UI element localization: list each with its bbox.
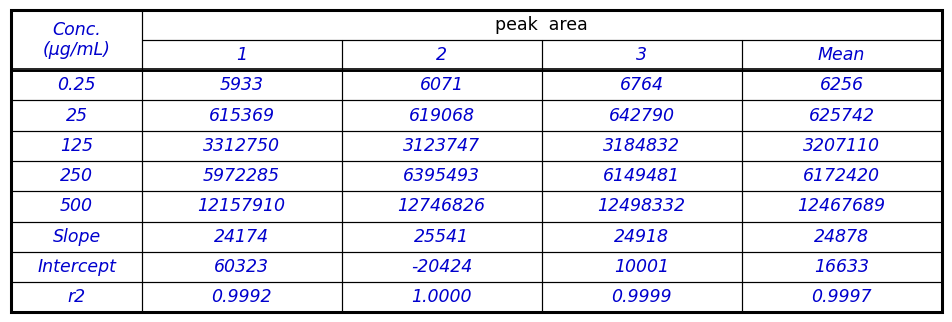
Text: 25: 25	[66, 107, 88, 125]
Bar	[11, 222, 142, 252]
Bar	[341, 131, 541, 161]
Text: 3: 3	[635, 46, 646, 64]
Text: 125: 125	[60, 137, 93, 155]
Bar	[741, 161, 941, 191]
Bar	[11, 191, 142, 222]
Bar	[11, 131, 142, 161]
Bar	[11, 10, 142, 70]
Bar	[541, 222, 741, 252]
Text: 1: 1	[236, 46, 247, 64]
Text: 619068: 619068	[408, 107, 474, 125]
Text: 60323: 60323	[214, 258, 268, 276]
Text: 24878: 24878	[813, 228, 868, 246]
Text: 6172420: 6172420	[803, 167, 879, 185]
Bar	[341, 191, 541, 222]
Bar	[541, 40, 741, 70]
Bar	[341, 222, 541, 252]
Bar	[741, 191, 941, 222]
Text: 3123747: 3123747	[403, 137, 480, 155]
Text: 5972285: 5972285	[203, 167, 280, 185]
Text: 642790: 642790	[608, 107, 674, 125]
Text: 6256: 6256	[819, 76, 863, 94]
Bar	[741, 252, 941, 282]
Bar	[142, 161, 341, 191]
Bar	[11, 252, 142, 282]
Bar	[142, 222, 341, 252]
Bar	[142, 40, 341, 70]
Text: 1.0000: 1.0000	[411, 288, 471, 306]
Text: peak  area: peak area	[495, 16, 587, 34]
Bar	[541, 100, 741, 131]
Bar	[142, 282, 341, 312]
Text: 5933: 5933	[219, 76, 264, 94]
Bar	[11, 100, 142, 131]
Text: 6395493: 6395493	[403, 167, 480, 185]
Text: 615369: 615369	[208, 107, 274, 125]
Text: 24918: 24918	[613, 228, 668, 246]
Bar	[341, 252, 541, 282]
Text: 24174: 24174	[214, 228, 268, 246]
Bar	[741, 131, 941, 161]
Text: 3312750: 3312750	[203, 137, 280, 155]
Text: 6764: 6764	[619, 76, 663, 94]
Text: 12157910: 12157910	[197, 197, 286, 215]
Bar	[11, 161, 142, 191]
Text: 0.9992: 0.9992	[211, 288, 271, 306]
Text: 3184832: 3184832	[603, 137, 680, 155]
Bar	[741, 40, 941, 70]
Text: 3207110: 3207110	[803, 137, 879, 155]
Bar	[142, 70, 341, 100]
Text: r2: r2	[68, 288, 86, 306]
Bar	[142, 191, 341, 222]
Bar	[142, 252, 341, 282]
Bar	[142, 131, 341, 161]
Text: Mean: Mean	[817, 46, 864, 64]
Text: 0.25: 0.25	[57, 76, 96, 94]
Bar	[142, 100, 341, 131]
Bar	[741, 100, 941, 131]
Text: 12467689: 12467689	[797, 197, 884, 215]
Text: 25541: 25541	[414, 228, 468, 246]
Text: -20424: -20424	[410, 258, 472, 276]
Text: Intercept: Intercept	[37, 258, 116, 276]
Bar	[541, 252, 741, 282]
Bar	[541, 161, 741, 191]
Text: 12498332: 12498332	[597, 197, 684, 215]
Bar	[741, 282, 941, 312]
Text: 625742: 625742	[807, 107, 874, 125]
Bar	[541, 131, 741, 161]
Bar	[541, 191, 741, 222]
Bar	[11, 282, 142, 312]
Bar	[142, 10, 941, 40]
Text: 12746826: 12746826	[397, 197, 486, 215]
Text: 2: 2	[436, 46, 446, 64]
Bar	[741, 222, 941, 252]
Text: 16633: 16633	[813, 258, 868, 276]
Bar	[341, 161, 541, 191]
Text: 6071: 6071	[419, 76, 463, 94]
Bar	[11, 70, 142, 100]
Text: 0.9999: 0.9999	[610, 288, 671, 306]
Bar	[341, 282, 541, 312]
Text: Slope: Slope	[52, 228, 101, 246]
Bar	[741, 70, 941, 100]
Text: 10001: 10001	[613, 258, 668, 276]
Bar	[341, 70, 541, 100]
Text: 500: 500	[60, 197, 93, 215]
Text: Conc.
(μg/mL): Conc. (μg/mL)	[43, 21, 110, 59]
Bar	[341, 100, 541, 131]
Bar	[541, 282, 741, 312]
Text: 6149481: 6149481	[603, 167, 680, 185]
Bar	[341, 40, 541, 70]
Text: 0.9997: 0.9997	[810, 288, 871, 306]
Text: 250: 250	[60, 167, 93, 185]
Bar	[541, 70, 741, 100]
